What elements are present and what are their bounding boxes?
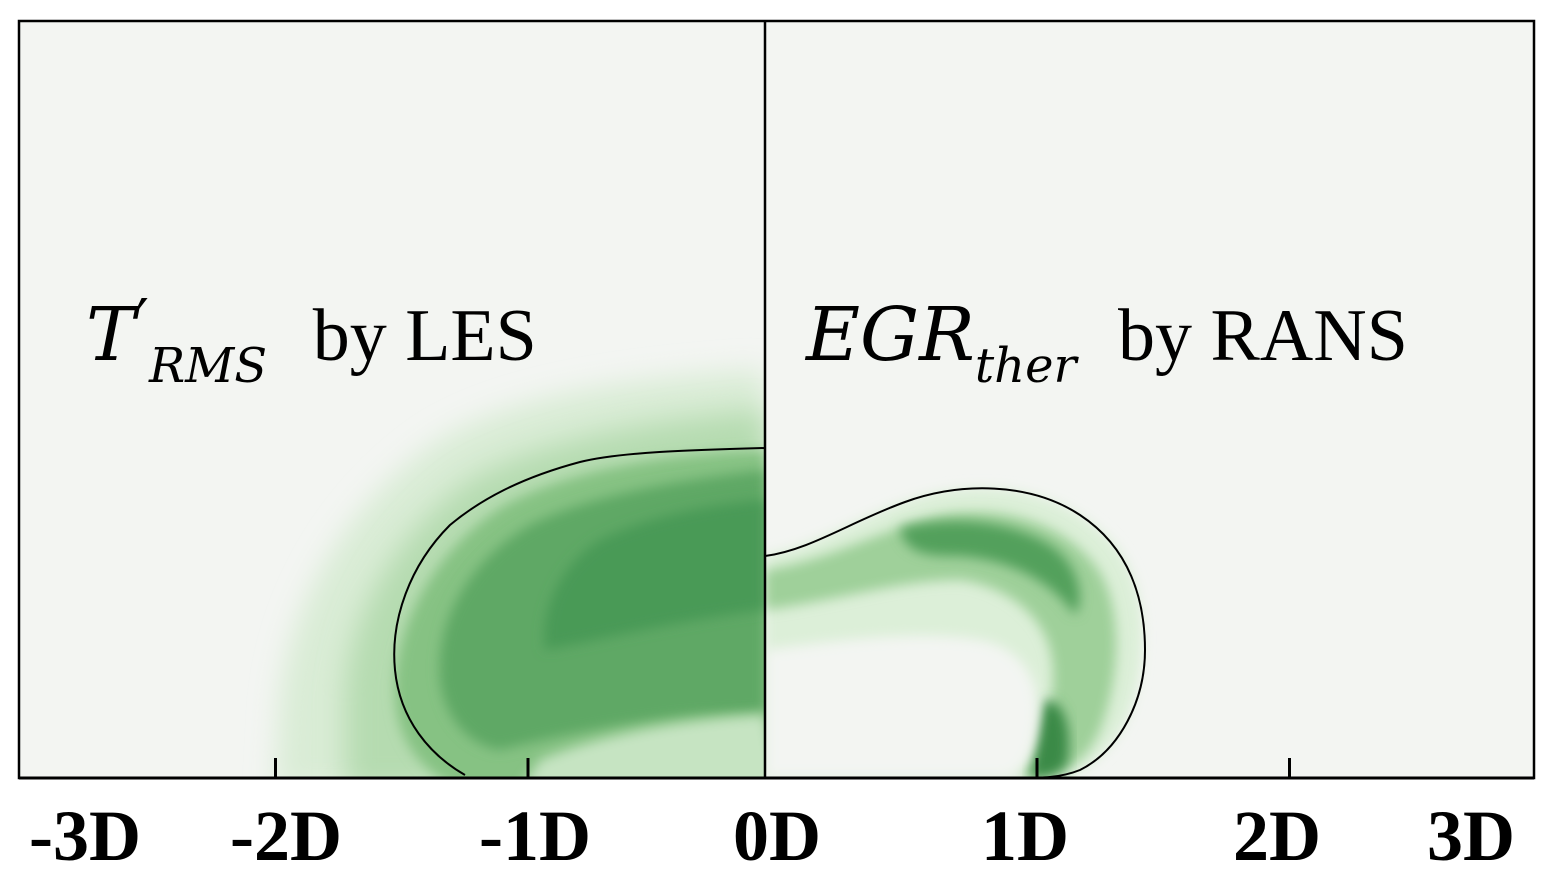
rans-label-text: by RANS: [1117, 295, 1408, 377]
les-label-text: by LES: [312, 295, 537, 377]
les-label-prime: ′: [135, 287, 149, 357]
les-contour-lower-band: [528, 715, 765, 778]
x-tick-label-3: 3D: [1427, 796, 1515, 876]
les-contour-field: [275, 370, 765, 778]
rans-contour-field: [765, 487, 1147, 778]
rans-boundary-line: [765, 487, 1147, 778]
les-panel-label: T′RMS by LES: [86, 292, 537, 390]
les-label-subscript: RMS: [148, 338, 268, 394]
x-tick-label-1: 1D: [981, 796, 1069, 876]
rans-label-symbol: EGR: [806, 292, 975, 378]
x-tick-label-neg3: -3D: [29, 796, 141, 876]
rans-contour-peak-upper: [900, 521, 1080, 615]
les-boundary-line: [393, 447, 765, 776]
rans-label-subscript: ther: [974, 338, 1077, 394]
x-tick-label-neg2: -2D: [230, 796, 342, 876]
x-tick-label-neg1: -1D: [479, 796, 591, 876]
les-label-symbol: T: [86, 292, 136, 378]
rans-contour-peak-lower: [1030, 700, 1070, 778]
x-tick-label-2: 2D: [1233, 796, 1321, 876]
rans-panel-label: EGRther by RANS: [806, 298, 1408, 390]
rans-contour-inner-light: [765, 635, 1038, 778]
les-contour-peak: [544, 500, 765, 650]
x-tick-label-0: 0D: [733, 796, 821, 876]
rans-contour-band: [765, 512, 1117, 778]
x-tick-marks: [274, 758, 1291, 778]
